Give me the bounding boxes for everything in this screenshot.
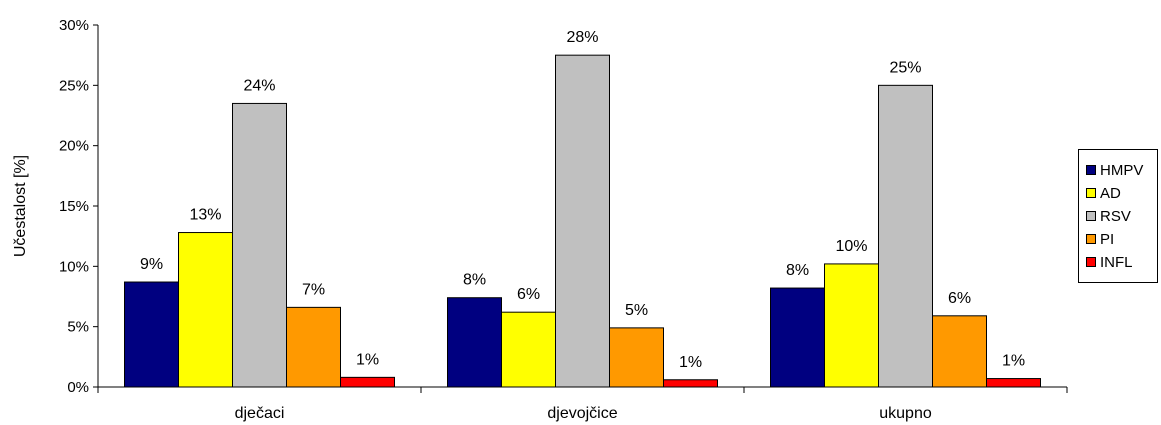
legend-swatch	[1086, 165, 1096, 175]
legend-swatch	[1086, 234, 1096, 244]
data-label: 1%	[679, 354, 702, 371]
data-label: 6%	[517, 286, 540, 303]
y-tick-label: 25%	[59, 77, 89, 94]
data-label: 1%	[1002, 353, 1025, 370]
bar-rsv-3	[878, 84, 933, 388]
bar-ad-1	[178, 232, 233, 388]
bar-pi-1	[286, 306, 341, 388]
data-label: 25%	[889, 59, 921, 76]
legend-swatch	[1086, 257, 1096, 267]
legend-label: RSV	[1100, 207, 1131, 225]
bar-hmpv-1	[124, 281, 179, 388]
bar-rsv-2	[555, 54, 610, 388]
bar-infl-1	[340, 376, 395, 388]
bar-infl-3	[986, 378, 1041, 388]
bar-rsv-1	[232, 102, 287, 388]
y-tick-label: 30%	[59, 17, 89, 34]
y-tick-label: 15%	[59, 198, 89, 215]
data-label: 9%	[140, 256, 163, 273]
legend-label: AD	[1100, 184, 1121, 202]
data-label: 5%	[625, 302, 648, 319]
legend-label: HMPV	[1100, 161, 1144, 179]
legend: HMPV AD RSV PI INFL	[1078, 149, 1158, 283]
bar-pi-3	[932, 315, 987, 388]
data-label: 7%	[302, 281, 325, 298]
bar-ad-2	[501, 311, 556, 388]
bar-hmpv-2	[447, 297, 502, 388]
bar-ad-3	[824, 263, 879, 388]
legend-item-rsv: RSV	[1086, 206, 1131, 226]
legend-label: PI	[1100, 230, 1115, 248]
legend-label: INFL	[1100, 253, 1133, 271]
legend-item-infl: INFL	[1086, 252, 1133, 272]
x-tick-label: djevojčice	[547, 405, 617, 422]
bar-hmpv-3	[770, 287, 825, 388]
data-label: 28%	[566, 29, 598, 46]
legend-item-ad: AD	[1086, 183, 1121, 203]
bar-pi-2	[609, 327, 664, 388]
data-label: 10%	[835, 238, 867, 255]
x-tick-label: ukupno	[879, 405, 932, 422]
legend-swatch	[1086, 188, 1096, 198]
data-label: 24%	[243, 77, 275, 94]
y-tick-label: 10%	[59, 258, 89, 275]
legend-item-pi: PI	[1086, 229, 1114, 249]
y-tick-label: 0%	[67, 379, 89, 396]
y-axis-label: Učestalost [%]	[12, 155, 29, 257]
data-label: 8%	[786, 262, 809, 279]
y-tick-label: 5%	[67, 319, 89, 336]
x-tick-label: dječaci	[235, 405, 285, 422]
y-tick-label: 20%	[59, 138, 89, 155]
bar-infl-2	[663, 379, 718, 388]
legend-item-hmpv: HMPV	[1086, 160, 1143, 180]
data-label: 8%	[463, 272, 486, 289]
legend-swatch	[1086, 211, 1096, 221]
data-label: 1%	[356, 351, 379, 368]
data-label: 13%	[189, 207, 221, 224]
data-label: 6%	[948, 290, 971, 307]
